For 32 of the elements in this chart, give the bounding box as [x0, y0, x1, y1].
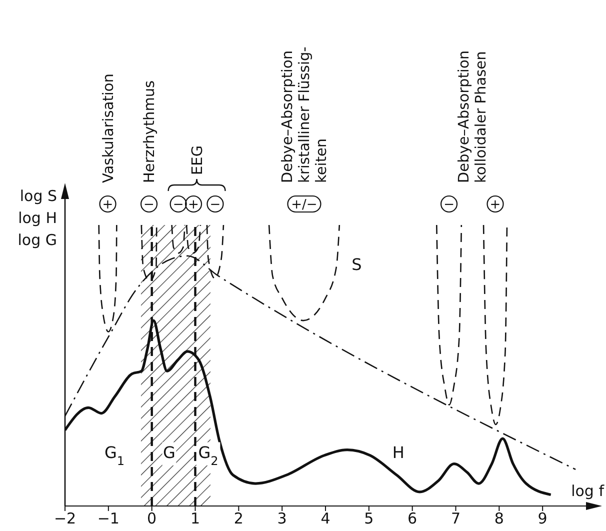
text: +: [490, 198, 501, 212]
x-tick-label: 0: [147, 510, 157, 528]
annotation: G$_{2}$: [198, 443, 218, 468]
annotation: S: [352, 254, 362, 274]
x-axis-title: log f: [571, 482, 605, 500]
text: Debye–Absorption kristalliner Flüssig- keiten: [280, 46, 330, 183]
text: Vaskularisation: [100, 74, 117, 183]
annotation: G$_{1}$: [104, 443, 125, 468]
text: −: [210, 198, 221, 212]
y-axis-title: log S log H log G: [18, 187, 57, 249]
text: −: [444, 198, 454, 212]
text: EEG: [190, 145, 206, 175]
text: +: [188, 198, 199, 212]
x-tick-label: 5: [364, 510, 374, 528]
text: Herzrhythmus: [142, 80, 158, 183]
text: +: [102, 198, 114, 212]
text: Debye–Absorption kolloidaler Phasen: [456, 50, 490, 183]
text: +/−: [291, 198, 318, 212]
x-tick-label: 8: [494, 510, 504, 528]
annotation: G: [162, 443, 176, 462]
x-tick-label: 2: [234, 510, 244, 528]
text: −: [172, 198, 184, 212]
x-tick-label: 4: [320, 510, 330, 528]
x-tick-label: −2: [54, 510, 76, 528]
x-tick-label: 1: [190, 510, 200, 528]
x-tick-label: 7: [450, 510, 461, 528]
text: −: [144, 198, 154, 212]
x-tick-label: 3: [277, 510, 287, 528]
x-tick-label: −1: [97, 510, 120, 528]
x-tick-label: 6: [408, 510, 418, 528]
annotation: H: [392, 443, 404, 462]
x-tick-label: 9: [538, 510, 548, 528]
